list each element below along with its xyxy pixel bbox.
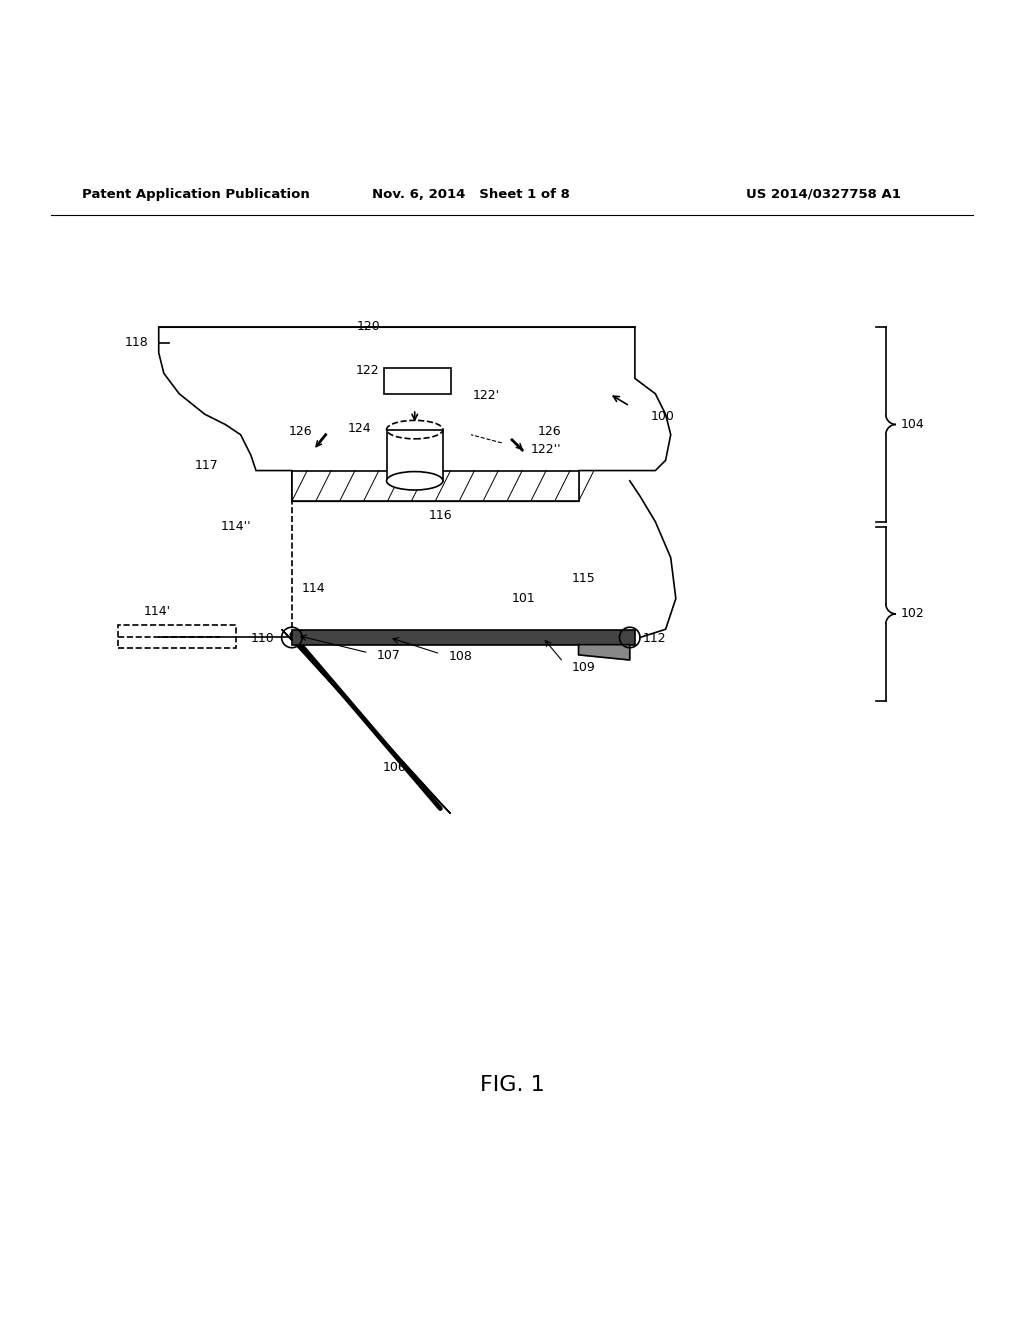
Text: US 2014/0327758 A1: US 2014/0327758 A1	[746, 187, 901, 201]
Text: 117: 117	[195, 459, 218, 473]
Text: 122'': 122''	[530, 442, 561, 455]
Text: 109: 109	[571, 661, 595, 673]
Text: 108: 108	[449, 651, 472, 664]
Text: FIG. 1: FIG. 1	[479, 1074, 545, 1096]
Text: 122: 122	[355, 364, 379, 376]
Text: 102: 102	[901, 607, 925, 620]
Text: 115: 115	[571, 572, 595, 585]
Text: 112: 112	[643, 632, 667, 645]
Bar	[384, 368, 451, 393]
Bar	[118, 626, 236, 648]
Text: 114'': 114''	[220, 520, 251, 533]
Text: 126: 126	[289, 425, 312, 438]
Text: 114: 114	[302, 582, 326, 595]
Text: 120: 120	[356, 319, 381, 333]
Text: 126: 126	[538, 425, 561, 438]
PathPatch shape	[159, 327, 671, 502]
Text: 107: 107	[377, 649, 400, 663]
Text: 122': 122'	[473, 389, 500, 403]
Ellipse shape	[386, 471, 443, 490]
Polygon shape	[579, 644, 630, 660]
Text: Patent Application Publication: Patent Application Publication	[82, 187, 309, 201]
Text: 106: 106	[382, 762, 407, 774]
Bar	[387, 429, 442, 480]
Text: 100: 100	[650, 409, 674, 422]
Text: 118: 118	[125, 337, 148, 348]
Bar	[292, 470, 579, 502]
Text: 104: 104	[901, 418, 925, 430]
Polygon shape	[282, 630, 451, 813]
Text: 124: 124	[348, 422, 372, 436]
Text: 101: 101	[512, 593, 536, 605]
Bar	[292, 631, 635, 644]
Text: Nov. 6, 2014   Sheet 1 of 8: Nov. 6, 2014 Sheet 1 of 8	[372, 187, 570, 201]
Text: 116: 116	[428, 510, 453, 523]
Text: 114': 114'	[143, 606, 170, 618]
Text: 110: 110	[251, 632, 274, 645]
